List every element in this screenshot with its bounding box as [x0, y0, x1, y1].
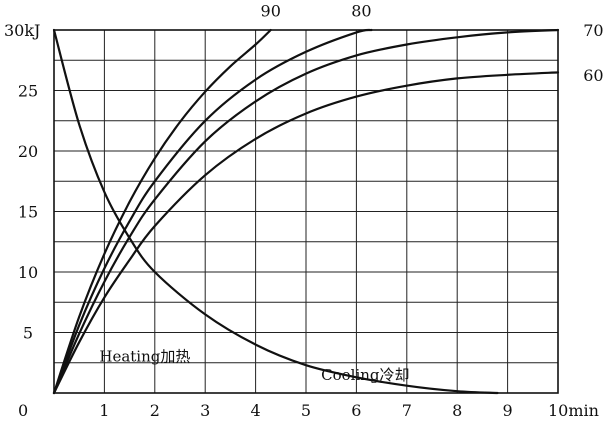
y-tick-label: 30kJ: [4, 21, 40, 40]
x-tick-label: 1: [99, 401, 109, 420]
x-tick-label: 8: [452, 401, 462, 420]
y-tick-label: 10: [18, 263, 38, 282]
chart-annotations: Heating加热 Cooling冷却: [99, 348, 409, 384]
plot-frame: [53, 29, 559, 394]
x-tick-label: 2: [150, 401, 160, 420]
chart-grid: [54, 30, 558, 393]
x-tick-label: 4: [251, 401, 261, 420]
y-tick-label: 15: [18, 203, 38, 222]
x-tick-labels: 0 1 2 3 4 5 6 7 8 9 10min: [18, 401, 599, 420]
series-line-cooling: [52, 28, 499, 395]
y-tick-labels: 5 10 15 20 25 30kJ: [4, 21, 40, 343]
x-tick-label: 5: [301, 401, 311, 420]
series-label: 80: [351, 2, 371, 21]
x-tick-label: 6: [351, 401, 361, 420]
x-tick-label: 0: [18, 401, 28, 420]
series-labels: 90 80 70W 60W: [261, 2, 603, 85]
x-tick-label: 3: [200, 401, 210, 420]
x-tick-label: 10min: [548, 401, 599, 420]
x-tick-label: 7: [402, 401, 412, 420]
series-line-70w: [52, 28, 560, 395]
series-line-80: [52, 28, 373, 395]
x-tick-label: 9: [503, 401, 513, 420]
y-tick-label: 5: [23, 324, 33, 343]
y-tick-label: 20: [18, 142, 38, 161]
chart-series: [52, 28, 560, 395]
series-label: 90: [261, 2, 281, 21]
curve-annotation: Heating加热: [99, 348, 190, 366]
series-label: 60W: [583, 66, 603, 85]
series-label: 70W: [583, 21, 603, 40]
curve-annotation: Cooling冷却: [321, 366, 409, 384]
y-tick-label: 25: [18, 82, 38, 101]
series-line-60w: [52, 71, 560, 395]
series-line-90: [52, 28, 272, 395]
